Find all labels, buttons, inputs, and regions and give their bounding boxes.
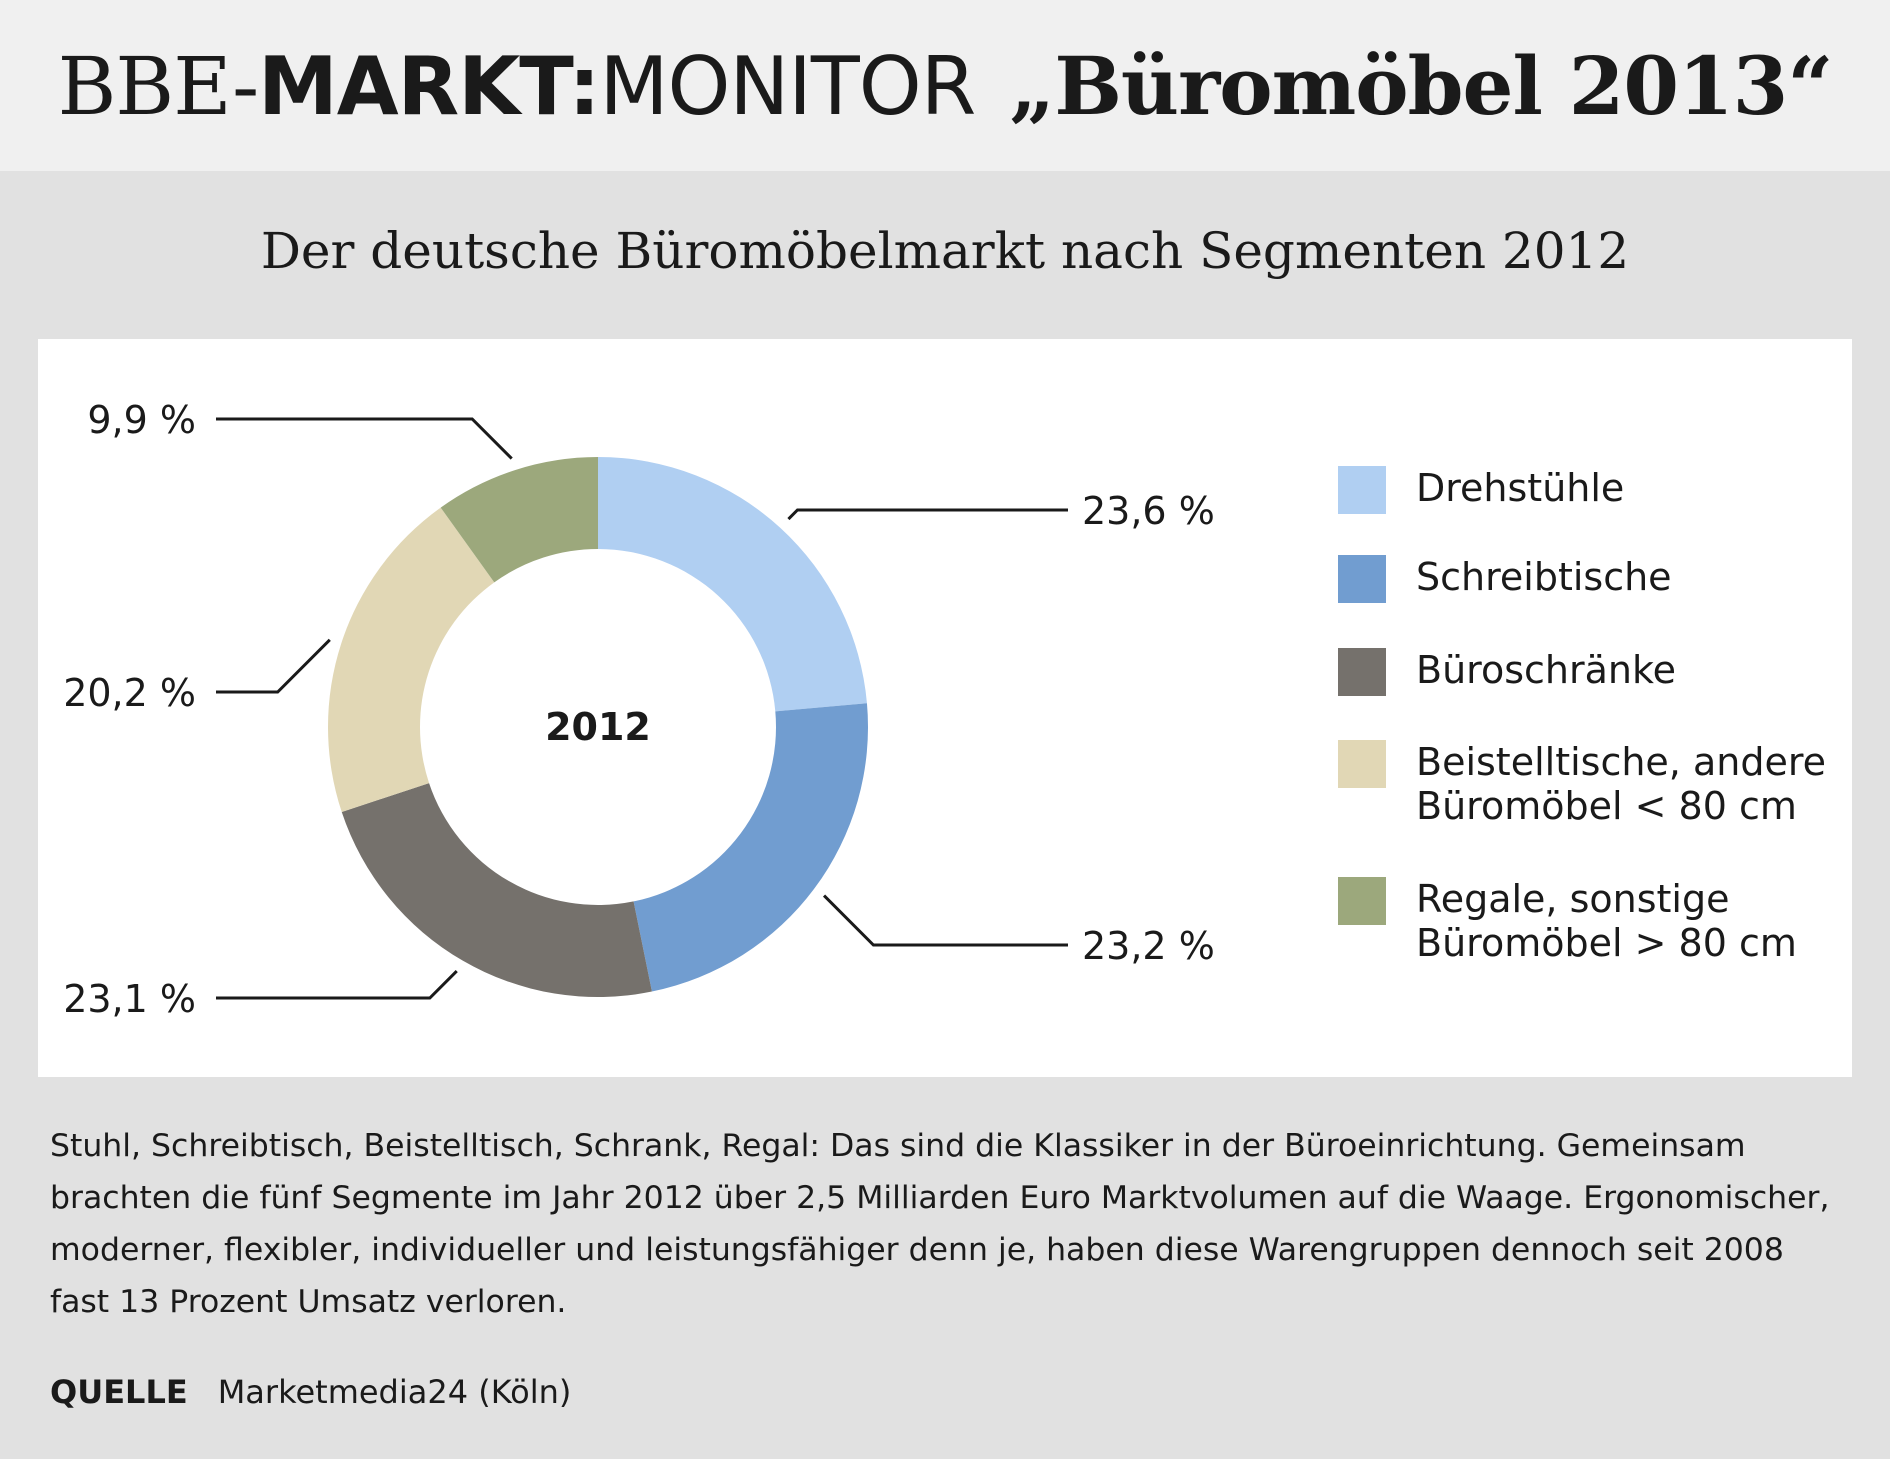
donut-slice-4: [328, 507, 495, 813]
value-label-4: 20,2 %: [63, 671, 196, 715]
source-value: Marketmedia24 (Köln): [217, 1373, 572, 1411]
legend-label: Schreibtische: [1416, 555, 1672, 599]
leader-line-1: [787, 508, 1068, 521]
legend-swatch: [1338, 740, 1386, 788]
source-line: QUELLE Marketmedia24 (Köln): [50, 1373, 571, 1411]
page-title: BBE-MARKT:MONITOR „Büromöbel 2013“: [57, 38, 1834, 133]
chart-legend: Drehstühle Schreibtische Büroschränke Beist…: [1338, 339, 1838, 1077]
value-label-3: 23,1 %: [63, 977, 196, 1021]
donut-chart: 2012 23,6 % 23,2 % 23,1 % 20,2 % 9,9 %: [63, 398, 1215, 1021]
legend-item-4: Beistelltische, andere Büromöbel < 80 cm: [1338, 740, 1836, 828]
legend-label: Beistelltische, andere Büromöbel < 80 cm: [1416, 740, 1827, 828]
legend-item-2: Schreibtische: [1338, 555, 1836, 603]
title-brand-light: MONITOR: [599, 39, 976, 133]
legend-swatch: [1338, 466, 1386, 514]
chart-title: Der deutsche Büromöbelmarkt nach Segment…: [260, 222, 1630, 280]
legend-swatch: [1338, 648, 1386, 696]
legend-label: Drehstühle: [1416, 466, 1625, 510]
title-brand-bold: MARKT:: [258, 39, 600, 133]
source-label: QUELLE: [50, 1373, 188, 1411]
donut-slice-1: [598, 457, 867, 712]
donut-center-label: 2012: [545, 705, 651, 749]
donut-slice-3: [341, 783, 652, 997]
legend-item-3: Büroschränke: [1338, 648, 1836, 696]
value-label-5: 9,9 %: [87, 398, 196, 442]
legend-item-5: Regale, sonstige Büromöbel > 80 cm: [1338, 877, 1836, 965]
leader-line-2: [822, 894, 1068, 947]
leader-line-4: [216, 638, 331, 694]
legend-swatch: [1338, 555, 1386, 603]
value-label-1: 23,6 %: [1082, 489, 1215, 533]
legend-swatch: [1338, 877, 1386, 925]
donut-slice-2: [633, 703, 868, 992]
legend-label: Regale, sonstige Büromöbel > 80 cm: [1416, 877, 1797, 965]
legend-item-1: Drehstühle: [1338, 466, 1836, 514]
title-subject: „Büromöbel 2013“: [1009, 38, 1833, 133]
legend-label: Büroschränke: [1416, 648, 1676, 692]
title-brand: BBE-: [57, 39, 259, 133]
leader-line-3: [216, 970, 458, 1000]
chart-panel: 2012 23,6 % 23,2 % 23,1 % 20,2 % 9,9 % Drehst…: [38, 339, 1852, 1077]
description-text: Stuhl, Schreibtisch, Beistelltisch, Schr…: [50, 1128, 1830, 1320]
value-label-2: 23,2 %: [1082, 924, 1215, 968]
leader-line-5: [216, 417, 513, 460]
donut-slice-5: [440, 457, 598, 583]
header-bar: BBE-MARKT:MONITOR „Büromöbel 2013“: [0, 0, 1890, 171]
